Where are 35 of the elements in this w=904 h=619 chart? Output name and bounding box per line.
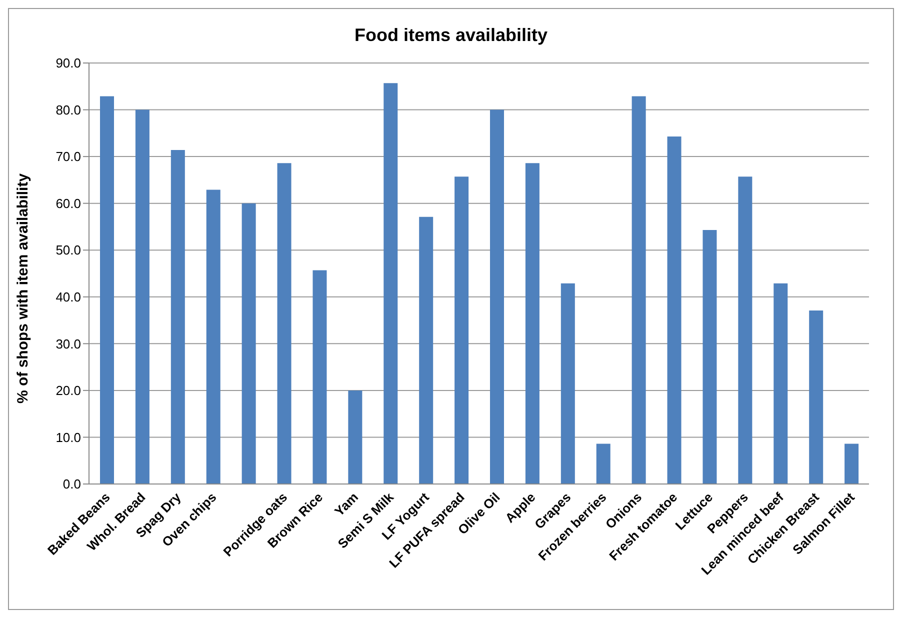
y-tick-label: 10.0	[56, 430, 81, 445]
bar	[490, 110, 504, 484]
bar	[419, 216, 434, 484]
bar	[206, 190, 220, 484]
bar	[348, 390, 362, 484]
bar	[384, 83, 398, 484]
bar	[632, 96, 646, 484]
bar	[560, 283, 575, 484]
bar	[702, 230, 717, 484]
bar	[596, 444, 610, 484]
bar	[135, 110, 150, 484]
x-tick-label: Yam	[332, 490, 362, 520]
y-tick-label: 90.0	[56, 56, 81, 71]
y-tick-label: 70.0	[56, 149, 81, 164]
bar	[667, 136, 682, 484]
chart-title: Food items availability	[353, 24, 549, 47]
bar	[525, 163, 540, 484]
bar	[277, 163, 292, 484]
y-tick-label: 80.0	[56, 102, 81, 118]
bar	[774, 283, 788, 484]
y-tick-label: 30.0	[56, 336, 81, 352]
bar	[242, 203, 256, 484]
y-axis-title: % of shops with item availability	[14, 172, 32, 404]
bar	[170, 150, 185, 484]
y-tick-label: 0.0	[62, 476, 81, 492]
y-tick-label: 60.0	[56, 196, 81, 211]
bar	[100, 96, 114, 484]
bar	[312, 270, 327, 484]
y-tick-label: 20.0	[56, 383, 81, 398]
bar	[844, 444, 859, 484]
bar	[738, 176, 752, 484]
bar	[809, 310, 824, 484]
bar	[454, 176, 469, 484]
y-tick-label: 50.0	[56, 242, 81, 258]
y-tick-label: 40.0	[56, 290, 81, 305]
